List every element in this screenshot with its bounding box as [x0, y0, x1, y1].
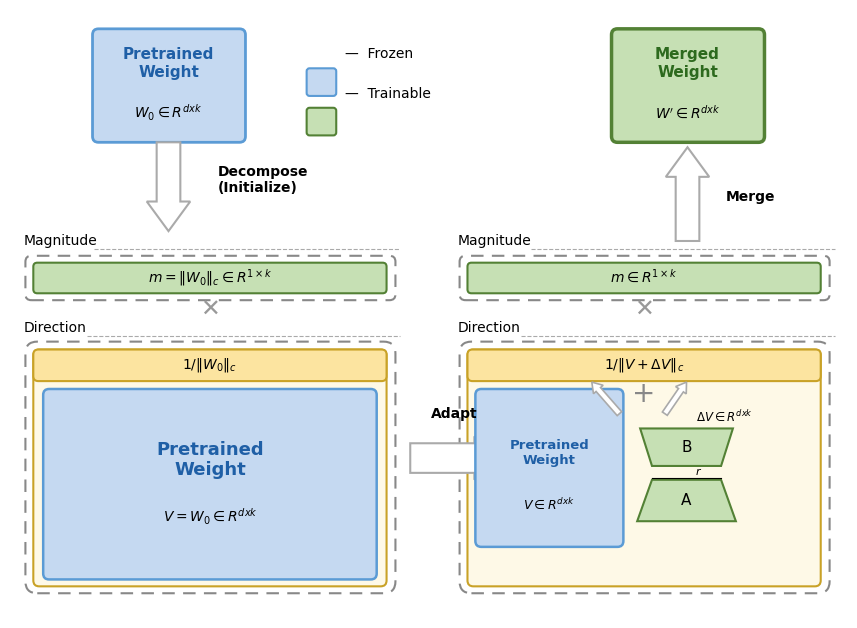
- Text: Merged
Weight: Merged Weight: [655, 47, 720, 80]
- FancyBboxPatch shape: [307, 108, 336, 136]
- Text: Pretrained
Weight: Pretrained Weight: [510, 439, 590, 467]
- FancyBboxPatch shape: [93, 29, 245, 143]
- FancyBboxPatch shape: [307, 68, 336, 96]
- FancyBboxPatch shape: [33, 350, 387, 587]
- Polygon shape: [666, 147, 710, 241]
- Text: ✕: ✕: [634, 298, 654, 322]
- Text: $m = \|W_0\|_c \in R^{1\times k}$: $m = \|W_0\|_c \in R^{1\times k}$: [147, 267, 273, 288]
- Text: Magnitude: Magnitude: [458, 234, 531, 248]
- Text: $W' \in R^{dxk}$: $W' \in R^{dxk}$: [655, 104, 721, 121]
- Polygon shape: [638, 480, 736, 521]
- Text: Pretrained
Weight: Pretrained Weight: [123, 47, 214, 80]
- Text: Adapt: Adapt: [431, 407, 478, 421]
- FancyBboxPatch shape: [467, 263, 821, 293]
- FancyBboxPatch shape: [33, 263, 387, 293]
- FancyBboxPatch shape: [467, 350, 821, 587]
- Text: Direction: Direction: [23, 321, 87, 335]
- Text: B: B: [681, 440, 692, 455]
- FancyBboxPatch shape: [33, 350, 387, 381]
- FancyBboxPatch shape: [476, 389, 623, 547]
- Polygon shape: [592, 382, 621, 416]
- Text: $\Delta V \in R^{dxk}$: $\Delta V \in R^{dxk}$: [697, 409, 753, 425]
- FancyBboxPatch shape: [612, 29, 764, 143]
- Text: $m \in R^{1\times k}$: $m \in R^{1\times k}$: [610, 269, 678, 286]
- Text: Direction: Direction: [458, 321, 520, 335]
- Text: —  Trainable: — Trainable: [345, 87, 431, 101]
- Polygon shape: [147, 143, 190, 231]
- Polygon shape: [640, 428, 733, 466]
- Text: Pretrained
Weight: Pretrained Weight: [156, 441, 264, 479]
- Text: $V \in R^{dxk}$: $V \in R^{dxk}$: [524, 497, 575, 513]
- Text: $W_0 \in R^{dxk}$: $W_0 \in R^{dxk}$: [135, 102, 202, 123]
- Text: ✕: ✕: [200, 298, 219, 322]
- FancyBboxPatch shape: [467, 350, 821, 381]
- FancyBboxPatch shape: [43, 389, 377, 580]
- Text: A: A: [681, 493, 692, 508]
- Text: Decompose
(Initialize): Decompose (Initialize): [218, 165, 309, 195]
- Text: r: r: [696, 467, 701, 477]
- Text: $V = W_0 \in R^{dxk}$: $V = W_0 \in R^{dxk}$: [163, 507, 257, 528]
- Text: Merge: Merge: [726, 190, 776, 203]
- Polygon shape: [411, 436, 499, 480]
- Polygon shape: [662, 382, 686, 415]
- Text: —  Frozen: — Frozen: [345, 48, 413, 62]
- Text: +: +: [632, 380, 656, 408]
- Text: $1/\|V + \Delta V\|_c$: $1/\|V + \Delta V\|_c$: [604, 356, 684, 374]
- Text: Magnitude: Magnitude: [23, 234, 97, 248]
- Text: $1/\|W_0\|_c$: $1/\|W_0\|_c$: [183, 356, 237, 374]
